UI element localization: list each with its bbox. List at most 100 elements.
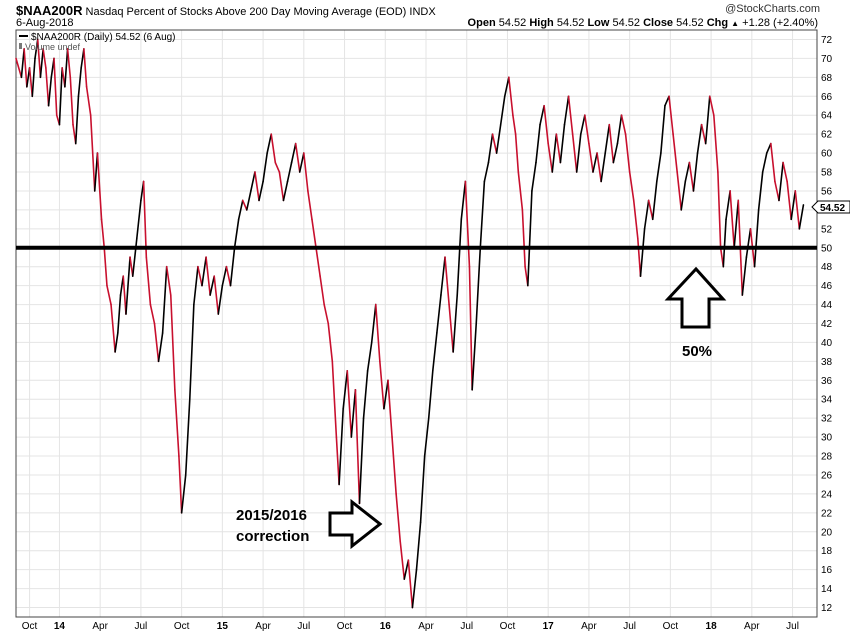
series-segment: [604, 123, 611, 154]
series-segment: [647, 199, 654, 221]
series-segment: [512, 114, 517, 135]
series-segment: [193, 265, 199, 306]
series-segment: [188, 303, 195, 401]
series-segment: [366, 341, 373, 372]
low-value: 54.52: [612, 17, 641, 29]
series-segment: [717, 171, 722, 249]
series-segment: [66, 48, 72, 79]
series-segment: [209, 275, 216, 296]
series-segment: [632, 199, 639, 240]
series-segment: [254, 171, 260, 202]
series-segment: [624, 133, 631, 173]
series-segment: [543, 104, 549, 145]
series-segment: [672, 133, 678, 173]
series-segment: [23, 48, 28, 88]
x-tick-label: Jul: [460, 621, 473, 632]
y-tick-label: 50: [821, 243, 833, 254]
chart-title: $NAA200R Nasdaq Percent of Stocks Above …: [16, 3, 436, 18]
series-segment: [571, 133, 578, 173]
high-label: High: [529, 17, 554, 29]
series-segment: [563, 95, 570, 126]
y-tick-label: 40: [821, 338, 833, 349]
series-segment: [427, 370, 434, 419]
series-segment: [229, 246, 236, 287]
series-segment: [479, 180, 486, 249]
legend-series-label: $NAA200R (Daily) 54.52 (6 Aug): [31, 32, 176, 43]
series-segment: [117, 294, 122, 334]
series-segment: [431, 332, 438, 372]
series-segment: [374, 303, 381, 363]
y-tick-label: 28: [821, 452, 833, 463]
legend-volume-label: Volume undef: [25, 42, 81, 52]
series-segment: [600, 152, 607, 183]
series-segment: [757, 171, 764, 211]
series-segment: [464, 180, 471, 268]
series-segment: [636, 237, 642, 277]
series-segment: [74, 95, 80, 145]
x-tick-label: Apr: [581, 621, 597, 632]
series-segment: [521, 209, 526, 268]
series-segment: [241, 199, 248, 211]
series-segment: [588, 142, 594, 173]
exchange-label: INDX: [409, 6, 436, 18]
series-segment: [790, 190, 797, 221]
series-segment: [395, 493, 402, 543]
series-segment: [47, 76, 53, 107]
y-tick-label: 60: [821, 149, 833, 160]
high-value: 54.52: [556, 17, 585, 29]
series-segment: [527, 190, 533, 287]
series-segment: [643, 199, 650, 230]
y-tick-label: 20: [821, 527, 833, 538]
series-segment: [110, 303, 116, 353]
series-segment: [161, 265, 168, 334]
series-segment: [391, 436, 397, 495]
x-tick-label: Oct: [22, 621, 38, 632]
y-tick-label: 38: [821, 357, 833, 368]
series-naa200r: [15, 38, 805, 609]
series-segment: [145, 256, 152, 306]
series-segment: [692, 152, 699, 192]
fifty-percent-label: 50%: [682, 343, 712, 360]
series-segment: [338, 407, 344, 486]
y-tick-label: 42: [821, 319, 833, 330]
stockcharts-logo: @StockCharts.com: [725, 3, 820, 15]
y-tick-label: 18: [821, 546, 833, 557]
series-segment: [85, 86, 92, 117]
series-segment: [122, 275, 127, 315]
series-segment: [311, 218, 317, 249]
y-tick-label: 12: [821, 603, 833, 614]
x-tick-label: 15: [217, 621, 229, 632]
series-segment: [708, 95, 715, 117]
x-tick-label: Apr: [744, 621, 760, 632]
series-segment: [342, 370, 349, 410]
series-segment: [282, 180, 289, 202]
x-tick-label: Apr: [255, 621, 271, 632]
series-segment: [448, 303, 454, 353]
x-tick-label: Jul: [786, 621, 799, 632]
series-segment: [452, 294, 459, 353]
series-segment: [729, 190, 735, 249]
series-segment: [383, 379, 389, 410]
y-tick-label: 72: [821, 35, 833, 46]
y-tick-label: 58: [821, 168, 833, 179]
y-tick-label: 30: [821, 433, 833, 444]
series-segment: [688, 161, 695, 192]
series-segment: [307, 190, 313, 221]
x-tick-label: Oct: [500, 621, 516, 632]
series-segment: [354, 388, 361, 505]
right-arrow-icon: [328, 498, 383, 550]
description-label: Nasdaq Percent of Stocks Above 200 Day M…: [85, 6, 407, 18]
series-segment: [547, 142, 554, 173]
up-arrow-icon: [664, 266, 727, 329]
series-segment: [262, 152, 268, 183]
x-tick-label: 18: [706, 621, 718, 632]
x-tick-label: Oct: [663, 621, 679, 632]
series-segment: [741, 256, 748, 296]
x-tick-label: Oct: [337, 621, 353, 632]
series-segment: [93, 152, 99, 192]
x-tick-label: 17: [543, 621, 555, 632]
series-segment: [77, 67, 82, 98]
series-segment: [696, 123, 703, 154]
series-segment: [651, 180, 658, 221]
